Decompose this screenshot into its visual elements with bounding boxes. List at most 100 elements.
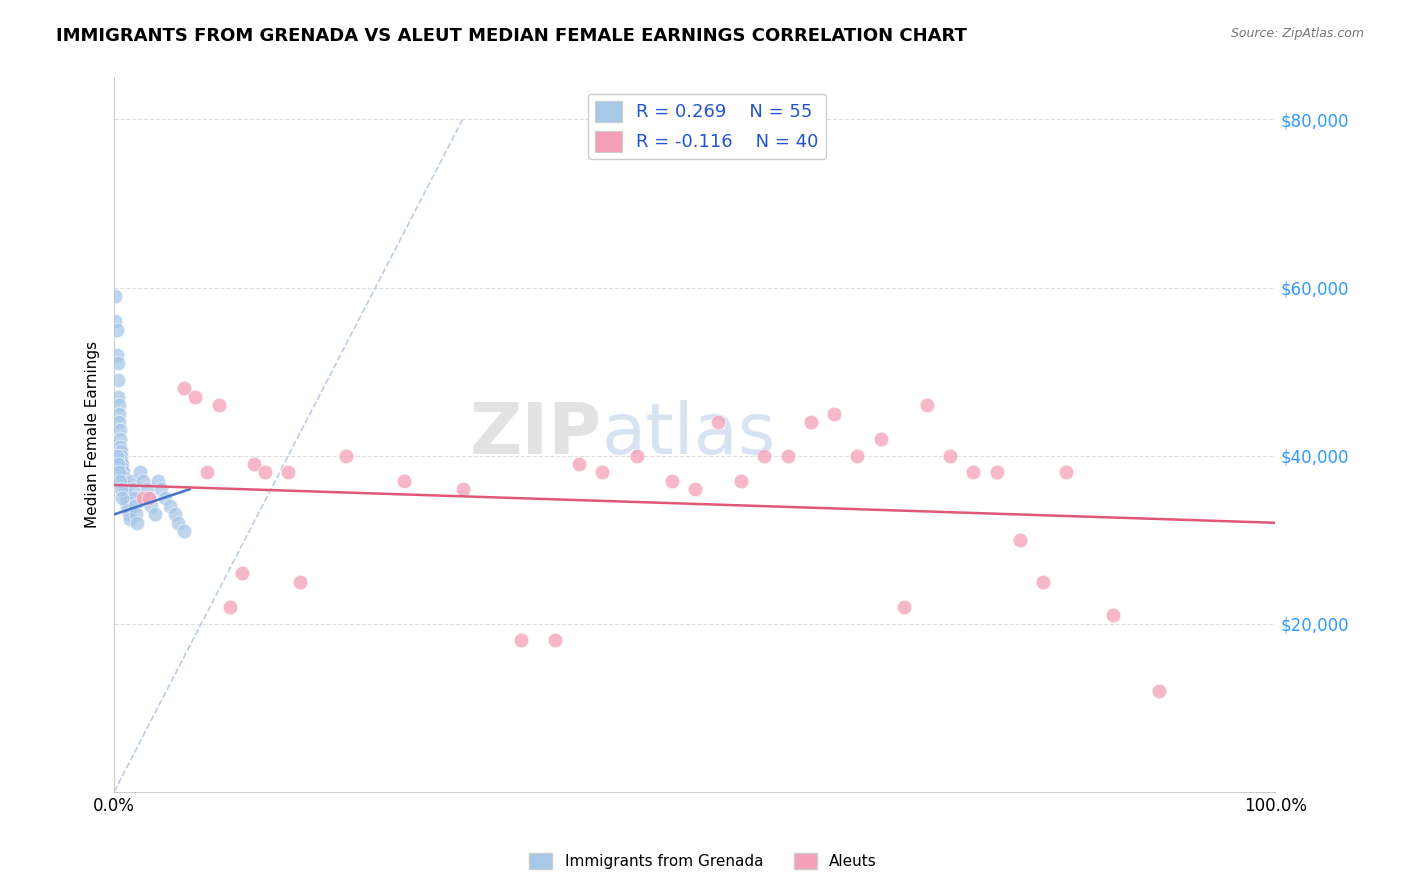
Point <box>107 373 129 387</box>
Point <box>105 449 128 463</box>
Point <box>132 491 155 505</box>
Point <box>104 289 127 303</box>
Point <box>108 398 131 412</box>
Point <box>1008 533 1031 547</box>
Legend: Immigrants from Grenada, Aleuts: Immigrants from Grenada, Aleuts <box>523 847 883 875</box>
Point <box>115 499 138 513</box>
Point <box>939 449 962 463</box>
Point <box>135 482 157 496</box>
Point <box>108 407 131 421</box>
Point <box>120 511 142 525</box>
Point <box>114 486 136 500</box>
Point <box>138 491 160 505</box>
Point <box>117 503 139 517</box>
Point <box>195 466 218 480</box>
Point <box>112 466 135 480</box>
Point <box>107 356 129 370</box>
Point <box>254 466 277 480</box>
Point <box>110 449 132 463</box>
Point <box>108 466 131 480</box>
Point <box>108 440 131 454</box>
Point <box>1054 466 1077 480</box>
Point <box>823 407 845 421</box>
Point <box>776 449 799 463</box>
Point <box>132 474 155 488</box>
Point <box>110 444 132 458</box>
Point <box>111 461 134 475</box>
Point <box>128 466 150 480</box>
Point <box>893 599 915 614</box>
Point <box>568 457 591 471</box>
Point <box>104 314 127 328</box>
Point <box>127 516 149 530</box>
Point <box>683 482 706 496</box>
Point <box>114 491 136 505</box>
Point <box>626 449 648 463</box>
Point <box>114 478 136 492</box>
Point <box>335 449 357 463</box>
Point <box>125 508 148 522</box>
Y-axis label: Median Female Earnings: Median Female Earnings <box>86 341 100 528</box>
Legend: R = 0.269    N = 55, R = -0.116    N = 40: R = 0.269 N = 55, R = -0.116 N = 40 <box>588 94 825 159</box>
Point <box>591 466 613 480</box>
Point <box>159 499 181 513</box>
Point <box>143 508 166 522</box>
Point <box>962 466 984 480</box>
Point <box>110 452 132 467</box>
Point <box>167 516 190 530</box>
Point <box>111 491 134 505</box>
Point <box>110 482 132 496</box>
Point <box>754 449 776 463</box>
Point <box>112 474 135 488</box>
Point <box>107 457 129 471</box>
Point <box>846 449 869 463</box>
Point <box>124 499 146 513</box>
Point <box>509 633 531 648</box>
Point <box>108 474 131 488</box>
Point <box>141 499 163 513</box>
Text: atlas: atlas <box>602 401 776 469</box>
Text: IMMIGRANTS FROM GRENADA VS ALEUT MEDIAN FEMALE EARNINGS CORRELATION CHART: IMMIGRANTS FROM GRENADA VS ALEUT MEDIAN … <box>56 27 967 45</box>
Point <box>173 524 195 539</box>
Point <box>114 482 136 496</box>
Point <box>208 398 231 412</box>
Point <box>451 482 474 496</box>
Point <box>242 457 264 471</box>
Point <box>121 474 143 488</box>
Point <box>184 390 207 404</box>
Point <box>105 348 128 362</box>
Point <box>118 508 141 522</box>
Point <box>115 495 138 509</box>
Point <box>138 491 160 505</box>
Text: ZIP: ZIP <box>470 401 602 469</box>
Point <box>986 466 1008 480</box>
Point <box>219 599 242 614</box>
Point <box>288 574 311 589</box>
Point <box>394 474 416 488</box>
Point <box>108 432 131 446</box>
Point <box>869 432 891 446</box>
Point <box>231 566 253 581</box>
Point <box>107 390 129 404</box>
Text: Source: ZipAtlas.com: Source: ZipAtlas.com <box>1230 27 1364 40</box>
Point <box>173 381 195 395</box>
Point <box>1032 574 1054 589</box>
Point <box>155 491 177 505</box>
Point <box>707 415 730 429</box>
Point <box>1101 608 1123 623</box>
Point <box>108 423 131 437</box>
Point <box>105 322 128 336</box>
Point <box>800 415 823 429</box>
Point <box>111 457 134 471</box>
Point <box>108 415 131 429</box>
Point <box>148 474 170 488</box>
Point <box>915 398 938 412</box>
Point <box>112 469 135 483</box>
Point <box>149 482 172 496</box>
Point <box>121 482 143 496</box>
Point <box>277 466 299 480</box>
Point <box>544 633 567 648</box>
Point <box>661 474 683 488</box>
Point <box>1147 684 1170 698</box>
Point <box>122 491 145 505</box>
